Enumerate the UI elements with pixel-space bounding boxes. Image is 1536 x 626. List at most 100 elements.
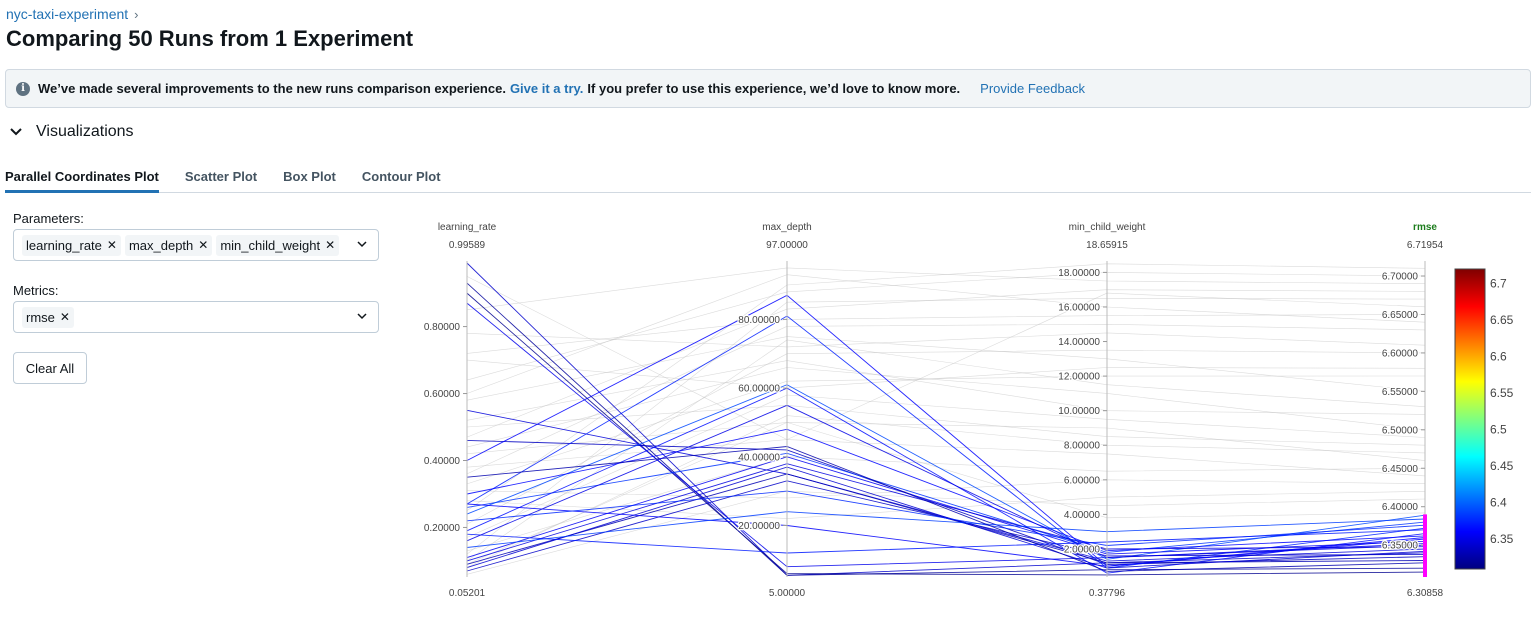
run-line[interactable] bbox=[466, 466, 1426, 569]
run-line[interactable] bbox=[466, 289, 1426, 438]
run-line[interactable] bbox=[466, 262, 1426, 576]
axis-title: max_depth bbox=[762, 222, 811, 233]
remove-tag-icon[interactable]: ✕ bbox=[106, 238, 117, 252]
axis-min-label: 6.30858 bbox=[1407, 588, 1444, 599]
colorbar-tick-label: 6.7 bbox=[1490, 276, 1507, 290]
tick-label: 6.00000 bbox=[1064, 475, 1101, 486]
tab-parallel-coordinates[interactable]: Parallel Coordinates Plot bbox=[5, 160, 159, 193]
run-line[interactable] bbox=[466, 332, 1426, 348]
run-line[interactable] bbox=[466, 367, 1426, 448]
run-line[interactable] bbox=[466, 387, 1426, 574]
remove-tag-icon[interactable]: ✕ bbox=[325, 238, 336, 252]
section-title: Visualizations bbox=[36, 123, 134, 140]
run-line[interactable] bbox=[466, 456, 1426, 552]
chevron-right-icon: › bbox=[134, 6, 139, 22]
axis-rmse: rmse 6.71954 6.30858 6.35000 6.40000 6.45000 6… bbox=[1381, 222, 1444, 599]
run-line[interactable] bbox=[466, 452, 1426, 553]
run-line[interactable] bbox=[466, 446, 1426, 572]
colorbar bbox=[1454, 268, 1486, 570]
run-line[interactable] bbox=[466, 490, 1426, 546]
breadcrumb: nyc-taxi-experiment › bbox=[6, 6, 139, 22]
colorbar-tick-label: 6.5 bbox=[1490, 422, 1507, 436]
run-line[interactable] bbox=[466, 274, 1426, 394]
run-line[interactable] bbox=[466, 349, 1426, 525]
run-line[interactable] bbox=[466, 479, 1426, 499]
remove-tag-icon[interactable]: ✕ bbox=[198, 238, 209, 252]
run-line[interactable] bbox=[466, 422, 1426, 565]
tick-label: 6.70000 bbox=[1382, 272, 1419, 283]
tick-label: 10.00000 bbox=[1058, 406, 1100, 417]
run-line[interactable] bbox=[466, 394, 1426, 538]
run-line[interactable] bbox=[466, 360, 1426, 421]
run-line[interactable] bbox=[466, 294, 1426, 567]
tick-label: 6.40000 bbox=[1382, 502, 1419, 513]
chevron-down-icon bbox=[8, 124, 24, 140]
colorbar-tick-label: 6.4 bbox=[1490, 495, 1507, 509]
run-line[interactable] bbox=[466, 409, 1426, 562]
axis-learning-rate: learning_rate 0.99589 0.05201 0.20000 0.4000… bbox=[423, 222, 497, 599]
tick-label: 80.00000 bbox=[738, 315, 780, 326]
parameters-label: Parameters: bbox=[13, 211, 84, 226]
remove-tag-icon[interactable]: ✕ bbox=[59, 310, 70, 324]
tick-label: 6.60000 bbox=[1382, 348, 1419, 359]
visualizations-toggle[interactable]: Visualizations bbox=[8, 123, 134, 141]
run-line[interactable] bbox=[466, 359, 1426, 389]
breadcrumb-experiment-link[interactable]: nyc-taxi-experiment bbox=[6, 6, 129, 22]
run-line[interactable] bbox=[466, 503, 1426, 567]
tick-label: 18.00000 bbox=[1058, 268, 1100, 279]
axis-max-label: 6.71954 bbox=[1407, 240, 1444, 251]
run-line[interactable] bbox=[466, 292, 1426, 576]
tick-label: 16.00000 bbox=[1058, 302, 1100, 313]
parameter-tag: min_child_weight ✕ bbox=[216, 234, 340, 256]
colorbar-tick-label: 6.35 bbox=[1490, 532, 1514, 546]
parallel-coordinates-chart[interactable]: learning_rate 0.99589 0.05201 0.20000 0.4000… bbox=[395, 210, 1531, 600]
banner-text-2: If you prefer to use this experience, we… bbox=[587, 81, 961, 96]
run-line[interactable] bbox=[466, 323, 1426, 475]
run-line[interactable] bbox=[466, 439, 1426, 477]
run-line[interactable] bbox=[466, 267, 1426, 311]
run-line[interactable] bbox=[466, 272, 1426, 381]
run-line[interactable] bbox=[466, 415, 1426, 568]
tab-contour-plot[interactable]: Contour Plot bbox=[361, 169, 441, 184]
run-line[interactable] bbox=[466, 276, 1426, 440]
run-line[interactable] bbox=[466, 339, 1426, 562]
info-icon: i bbox=[16, 81, 30, 96]
tick-label: 40.00000 bbox=[738, 452, 780, 463]
tick-label: 60.00000 bbox=[738, 384, 780, 395]
rmse-constraint-range[interactable] bbox=[1423, 514, 1427, 577]
tick-label: 6.45000 bbox=[1382, 464, 1419, 475]
run-line[interactable] bbox=[466, 404, 1426, 446]
run-line[interactable] bbox=[466, 375, 1426, 485]
tick-label: 6.35000 bbox=[1382, 541, 1419, 552]
axis-min-label: 5.00000 bbox=[769, 588, 806, 599]
run-line[interactable] bbox=[466, 404, 1426, 559]
tab-scatter-plot[interactable]: Scatter Plot bbox=[184, 169, 258, 184]
colorbar-tick-label: 6.55 bbox=[1490, 386, 1514, 400]
banner-try-link[interactable]: Give it a try. bbox=[509, 81, 584, 96]
clear-all-button[interactable]: Clear All bbox=[13, 352, 87, 384]
metrics-label: Metrics: bbox=[13, 283, 59, 298]
run-line[interactable] bbox=[466, 282, 1426, 576]
parameter-tag: max_depth ✕ bbox=[124, 234, 213, 256]
run-line[interactable] bbox=[466, 422, 1426, 461]
axis-title: rmse bbox=[1413, 222, 1437, 233]
parameters-select[interactable]: learning_rate ✕ max_depth ✕ min_child_we… bbox=[13, 229, 379, 261]
run-line[interactable] bbox=[466, 297, 1426, 555]
run-line[interactable] bbox=[466, 491, 1426, 519]
run-line[interactable] bbox=[466, 314, 1426, 354]
axis-min-child-weight: min_child_weight 18.65915 0.37796 2.00000 4.… bbox=[1057, 222, 1146, 599]
run-line[interactable] bbox=[466, 529, 1426, 554]
run-line[interactable] bbox=[466, 490, 1426, 575]
tick-label: 6.55000 bbox=[1382, 387, 1419, 398]
run-line[interactable] bbox=[466, 463, 1426, 562]
metrics-select[interactable]: rmse ✕ bbox=[13, 301, 379, 333]
run-line[interactable] bbox=[466, 384, 1426, 560]
run-line[interactable] bbox=[466, 336, 1426, 401]
axis-max-label: 0.99589 bbox=[449, 240, 486, 251]
provide-feedback-link[interactable]: Provide Feedback bbox=[980, 81, 1085, 96]
tab-box-plot[interactable]: Box Plot bbox=[283, 169, 336, 184]
run-line[interactable] bbox=[466, 302, 1426, 568]
run-line[interactable] bbox=[466, 511, 1426, 548]
tick-label: 20.00000 bbox=[738, 521, 780, 532]
run-line[interactable] bbox=[466, 439, 1426, 565]
